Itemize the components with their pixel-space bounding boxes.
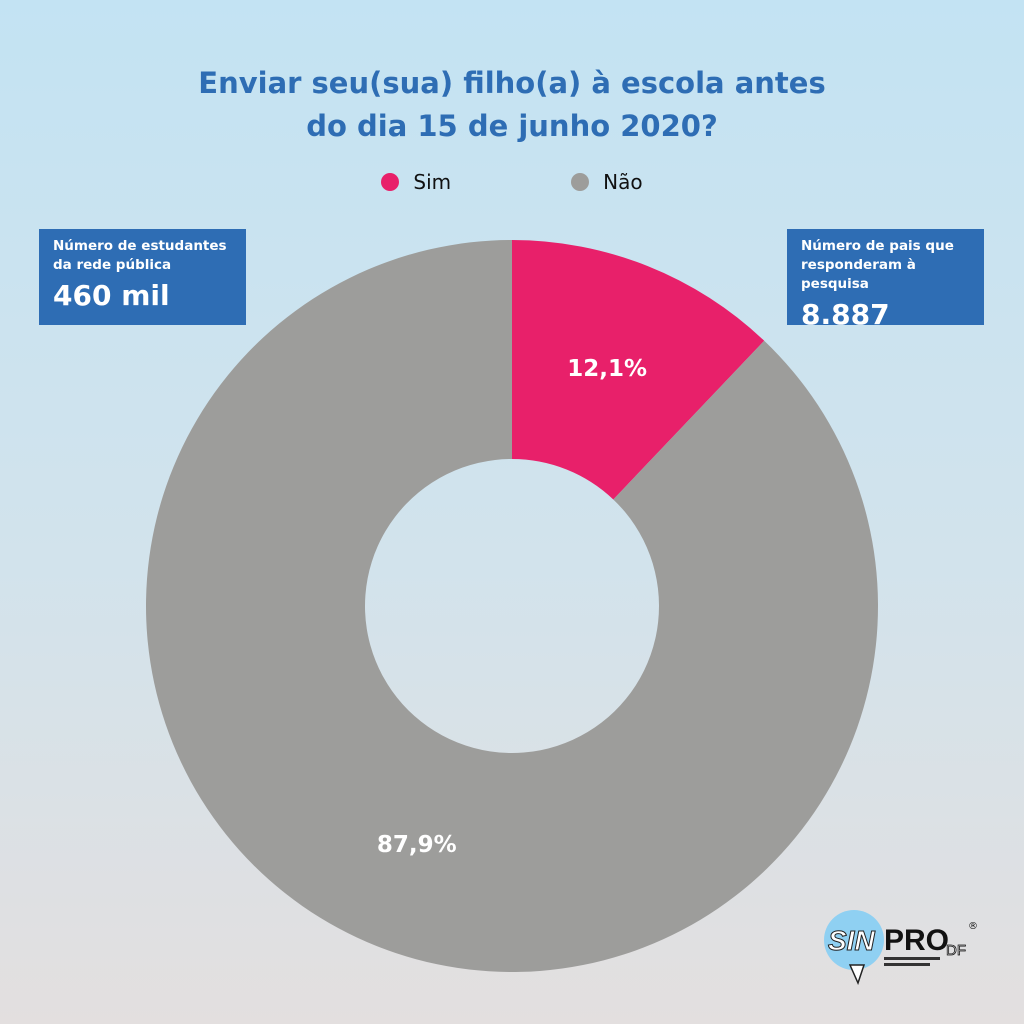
info-label: Número de estudantes [53,238,227,254]
title-line-1: Enviar seu(sua) filho(a) à escola antes [198,66,826,100]
info-box-parents: Número de pais que responderam à pesquis… [787,229,984,331]
donut-slice-sim [512,240,765,500]
info-label: Número de pais que [801,238,954,254]
info-value: 8.887 [801,298,890,331]
legend-item-sim: Sim [381,170,451,194]
svg-text:SIN: SIN [828,925,875,956]
sinpro-logo: SIN PRO DF ® [824,910,978,985]
svg-text:DF: DF [946,942,966,959]
donut-slice-nao [146,240,878,973]
info-box-students: Número de estudantes da rede pública 460… [39,229,246,325]
legend: Sim Não [0,170,1024,194]
legend-item-nao: Não [571,170,643,194]
legend-label: Não [603,170,643,194]
info-label: da rede pública [53,257,172,273]
data-label: 87,9% [377,832,457,858]
legend-label: Sim [413,170,452,194]
svg-text:PRO: PRO [884,924,949,957]
chart-title: Enviar seu(sua) filho(a) à escola antes … [0,62,1024,148]
legend-swatch-sim [381,173,400,191]
legend-swatch-nao [571,173,590,191]
title-line-2: do dia 15 de junho 2020? [306,109,718,143]
info-value: 460 mil [53,279,170,312]
data-label: 12,1% [567,356,647,382]
info-label: responderam à pesquisa [801,257,916,292]
svg-text:®: ® [968,921,978,932]
